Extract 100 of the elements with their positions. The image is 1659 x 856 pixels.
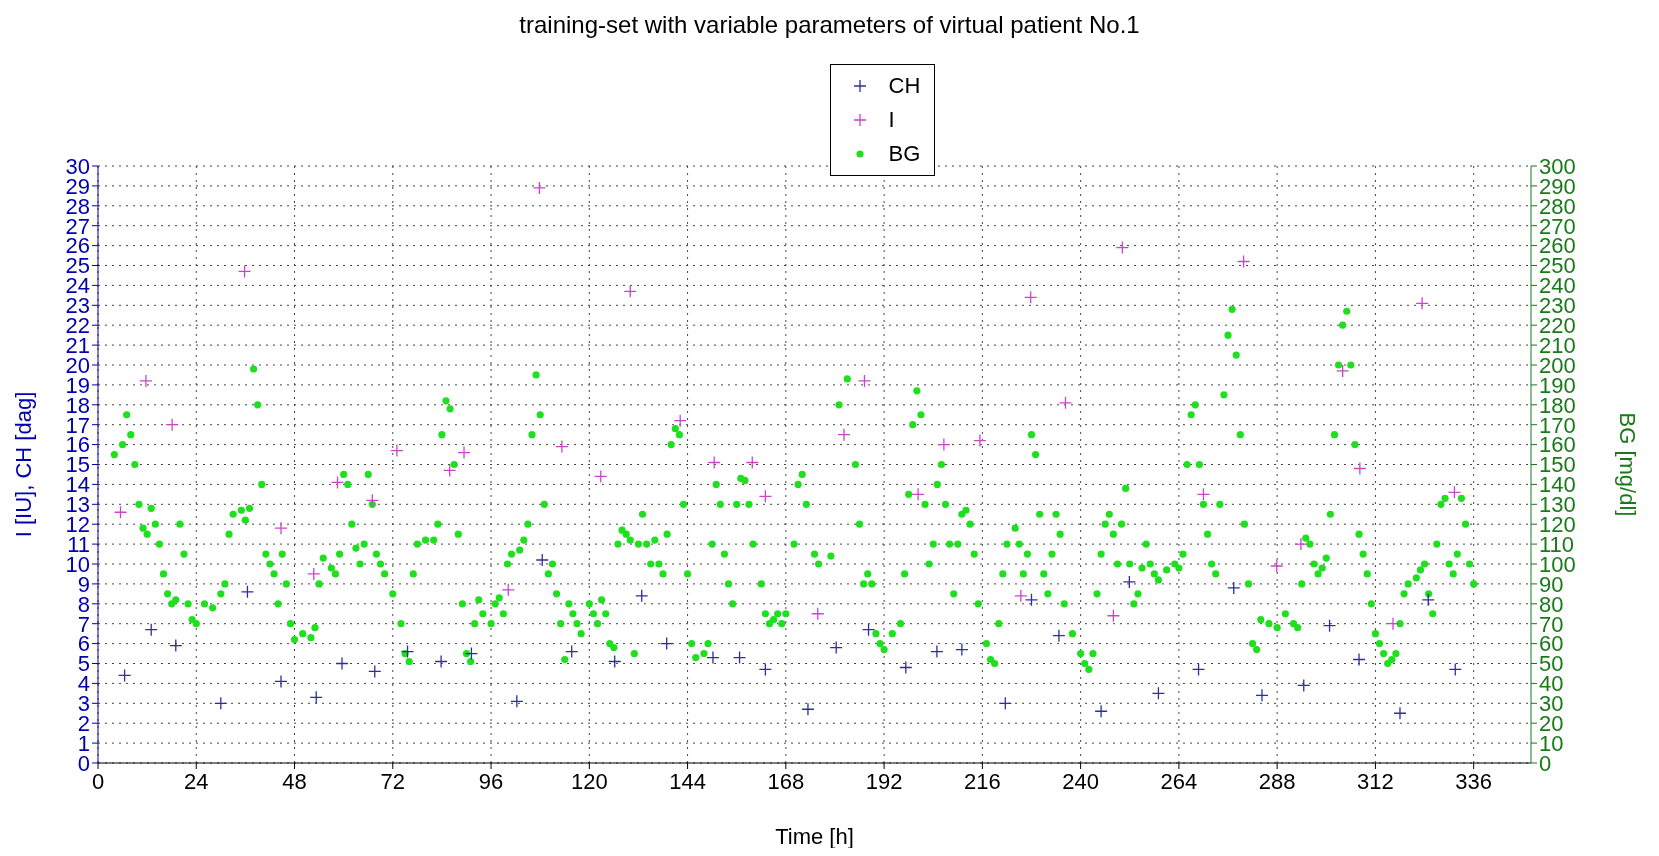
point	[443, 463, 457, 478]
legend-label: BG	[888, 141, 921, 167]
x-tick-label: 120	[570, 768, 608, 794]
legend-label: CH	[888, 73, 921, 99]
point	[660, 636, 674, 651]
point	[1322, 619, 1337, 633]
point	[635, 589, 649, 603]
point	[1236, 254, 1251, 269]
point	[732, 650, 747, 665]
point	[457, 445, 471, 460]
x-tick-label: 336	[1455, 768, 1493, 794]
point	[673, 414, 687, 428]
point	[623, 284, 637, 299]
point	[501, 583, 515, 597]
point	[745, 455, 759, 470]
point	[1297, 678, 1311, 693]
point	[1270, 559, 1284, 573]
point	[1421, 593, 1435, 607]
point	[973, 433, 987, 448]
point	[801, 702, 815, 716]
x-tick-label: 288	[1258, 768, 1296, 794]
point	[1196, 487, 1211, 501]
point	[861, 623, 876, 637]
point	[240, 585, 255, 599]
point	[169, 638, 183, 653]
point	[510, 694, 524, 708]
point	[1014, 589, 1028, 603]
x-tick-label: 312	[1357, 768, 1394, 794]
point	[1448, 662, 1462, 677]
point	[1106, 609, 1121, 623]
point	[434, 654, 448, 669]
point	[608, 654, 622, 669]
x-tick-label: 240	[1062, 768, 1099, 794]
point	[237, 264, 252, 279]
point	[1352, 652, 1366, 667]
point	[706, 650, 720, 665]
point	[811, 607, 825, 621]
point	[165, 418, 179, 432]
point	[368, 664, 382, 679]
point	[1393, 706, 1407, 720]
point	[1227, 581, 1241, 595]
point	[532, 181, 547, 195]
x-tick-label: 24	[184, 768, 209, 794]
point	[365, 493, 379, 507]
x-tick-label: 192	[865, 768, 903, 794]
point	[274, 521, 288, 535]
point	[594, 469, 608, 484]
x-tick-label: 216	[964, 768, 1001, 794]
x-tick-label: 96	[478, 768, 504, 794]
y-axis-title: I [IU], CH [dag]	[10, 391, 36, 538]
point	[335, 656, 349, 671]
point	[1122, 575, 1136, 589]
point	[707, 455, 721, 470]
point	[837, 428, 851, 442]
point	[1094, 704, 1108, 718]
point	[464, 646, 479, 661]
point	[930, 644, 944, 659]
point	[1255, 688, 1269, 702]
point	[1353, 461, 1367, 476]
point	[758, 489, 773, 503]
point	[144, 623, 158, 637]
chart-title: training-set with variable parameters of virtual patient No.1	[518, 10, 1141, 40]
point	[565, 644, 579, 659]
point	[400, 644, 415, 659]
x-tick-label: 144	[669, 768, 706, 794]
point	[1191, 662, 1206, 677]
x-tick-label: 72	[380, 768, 406, 794]
point	[1151, 686, 1166, 700]
point	[857, 374, 872, 388]
point	[307, 567, 321, 581]
point	[1058, 396, 1073, 410]
point	[1386, 617, 1400, 631]
point	[535, 553, 549, 567]
point	[117, 668, 132, 683]
legend-label: I	[888, 107, 895, 133]
x-tick-label: 264	[1160, 768, 1198, 794]
point	[1052, 628, 1066, 643]
point	[955, 642, 969, 657]
point	[899, 660, 913, 675]
x-tick-label: 48	[282, 768, 307, 794]
x-axis-title: Time [h]	[775, 824, 854, 849]
point	[309, 690, 323, 704]
point	[1024, 290, 1038, 304]
point	[1336, 364, 1350, 378]
point	[274, 674, 288, 689]
point	[998, 696, 1012, 710]
point	[1447, 485, 1462, 500]
y2-axis-title: BG [mg/dl]	[1615, 412, 1641, 517]
point	[390, 443, 404, 458]
point	[555, 439, 569, 454]
point	[1294, 537, 1308, 551]
point	[1024, 593, 1039, 607]
point	[1415, 296, 1429, 310]
point	[1115, 240, 1130, 255]
point	[829, 640, 843, 655]
point	[113, 505, 128, 519]
point	[911, 487, 925, 501]
point	[330, 475, 345, 490]
point	[758, 662, 773, 677]
point	[214, 696, 228, 710]
